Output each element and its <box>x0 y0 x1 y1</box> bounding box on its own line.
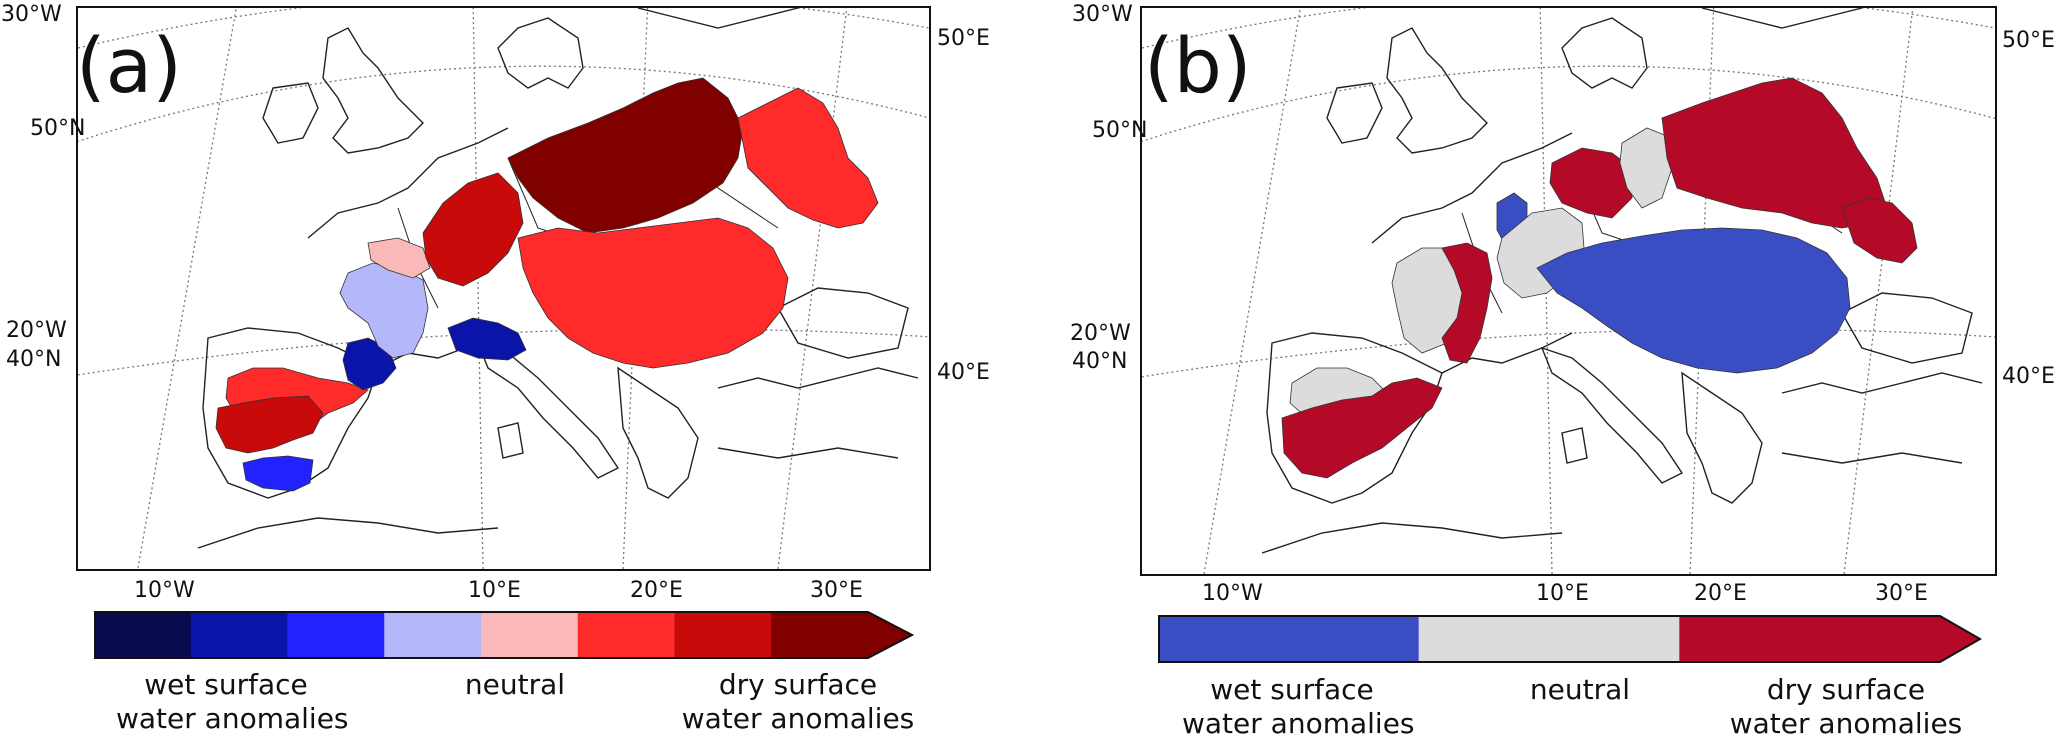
colorbar-a-cell-4 <box>384 612 482 658</box>
label-30e-bottom: 30°E <box>810 578 863 603</box>
label-10e-bottom: 10°E <box>468 578 521 603</box>
colorbar-b-dry-label: dry surface water anomalies <box>1724 673 1968 741</box>
label-20e-bottom: 20°E <box>1694 581 1747 606</box>
colorbar-a-dry-line1: dry surface <box>718 668 878 701</box>
label-40e: 40°E <box>2002 364 2055 389</box>
region-iberia-south <box>1281 377 1443 479</box>
region-dniester <box>1841 197 1918 264</box>
colorbar-a-wet-line1: wet surface <box>144 668 308 701</box>
label-30e-bottom: 30°E <box>1875 581 1928 606</box>
graticule-b <box>1142 8 1995 574</box>
label-40n: 40°N <box>6 347 62 372</box>
label-50e: 50°E <box>937 26 990 51</box>
colorbar-a-cell-3 <box>287 612 385 658</box>
label-10e-bottom: 10°E <box>1536 581 1589 606</box>
label-50n: 50°N <box>30 116 86 141</box>
label-10w-bottom: 10°W <box>1202 581 1263 606</box>
label-40e: 40°E <box>937 360 990 385</box>
colorbar-b-outline <box>1158 615 1982 663</box>
region-po-valley <box>447 317 527 361</box>
colorbar-b-cell-3 <box>1679 616 1980 662</box>
colorbar-a-cell-5 <box>481 612 579 658</box>
region-rhine <box>422 172 524 287</box>
colorbar-b-cell-1 <box>1158 616 1420 662</box>
coastline-b <box>1261 8 1983 554</box>
map-panel-b: (b) 30°W 50°N 20°W 40°N 50°E 40°E 10°W 1… <box>1062 0 2067 749</box>
panel-letter-a: (a) <box>76 21 182 110</box>
region-pyrenees-east <box>342 337 397 391</box>
map-canvas-b <box>1142 8 1995 574</box>
colorbar-b-cell-2 <box>1418 616 1680 662</box>
label-30w: 30°W <box>1 2 62 27</box>
colorbar-b <box>1158 615 1982 663</box>
label-40n: 40°N <box>1072 349 1128 374</box>
label-30w: 30°W <box>1072 2 1133 27</box>
map-panel-a: (a) 30°W 50°N 20°W 40°N 50°E 40°E 10°W 1… <box>1 2 990 736</box>
colorbar-a <box>94 611 914 659</box>
region-danube <box>1536 227 1851 374</box>
label-50e: 50°E <box>2002 28 2055 53</box>
region-weser-elbe-west <box>1549 147 1633 219</box>
panel-letter-b: (b) <box>1144 21 1252 110</box>
colorbar-a-cell-7 <box>674 612 772 658</box>
map-frame-b <box>1140 6 1997 576</box>
colorbar-a-cell-1 <box>94 612 192 658</box>
region-rhone <box>1441 242 1493 364</box>
region-danube-east <box>517 217 789 369</box>
colorbar-b-cells <box>1158 616 1980 662</box>
colorbar-b-neutral-label: neutral <box>1529 673 1631 706</box>
basins-b <box>1281 77 1918 479</box>
colorbar-a-cell-2 <box>190 612 288 658</box>
colorbar-b-dry-line2: water anomalies <box>1729 707 1963 740</box>
colorbar-a-dry-label: dry surface water anomalies <box>676 668 920 736</box>
region-central-north <box>507 77 744 234</box>
region-south-iberia <box>242 455 314 492</box>
region-iberia-west <box>215 395 324 454</box>
colorbar-a-neutral-label: neutral <box>464 668 566 701</box>
map-frame-a <box>76 6 931 571</box>
colorbar-b-wet-label: wet surface water anomalies <box>1182 673 1415 741</box>
label-50n: 50°N <box>1092 118 1148 143</box>
label-20e-bottom: 20°E <box>630 578 683 603</box>
colorbar-a-outline <box>94 611 914 659</box>
colorbar-a-wet-label: wet surface water anomalies <box>116 668 349 736</box>
region-seine-upper <box>367 237 431 279</box>
colorbar-a-cell-8 <box>771 612 912 658</box>
colorbar-a-cell-6 <box>577 612 675 658</box>
label-10w-bottom: 10°W <box>134 578 195 603</box>
colorbar-b-wet-line1: wet surface <box>1210 673 1374 706</box>
colorbar-b-dry-line1: dry surface <box>1766 673 1926 706</box>
region-ukraine-west <box>737 87 879 229</box>
colorbar-b-wet-line2: water anomalies <box>1182 707 1415 740</box>
label-20w: 20°W <box>6 318 67 343</box>
basins-a <box>215 77 879 492</box>
region-elbe-center <box>1619 127 1673 209</box>
map-canvas-a <box>78 8 929 569</box>
label-20w: 20°W <box>1070 321 1131 346</box>
colorbar-a-cells <box>94 612 912 658</box>
colorbar-a-dry-line2: water anomalies <box>681 702 915 735</box>
colorbar-a-wet-line2: water anomalies <box>116 702 349 735</box>
